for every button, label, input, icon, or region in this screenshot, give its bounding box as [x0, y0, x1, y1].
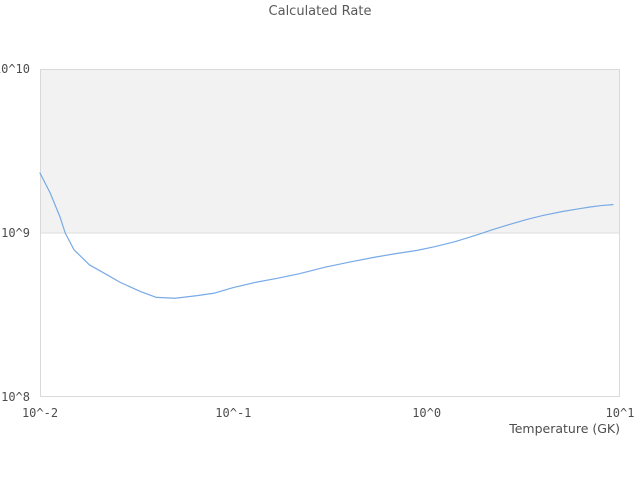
x-tick-label: 10^-1: [215, 406, 252, 420]
y-tick-label: 10^9: [1, 226, 30, 240]
y-tick-label: 10^8: [1, 390, 30, 404]
plot-border: [40, 69, 620, 397]
x-tick-label: 10^0: [412, 406, 442, 420]
x-tick-label: 10^1: [605, 406, 635, 420]
chart-title: Calculated Rate: [268, 4, 372, 19]
y-grid-band: [40, 69, 620, 233]
rate-curve: [39, 172, 614, 299]
x-tick-label: 10^-2: [21, 406, 59, 420]
x-axis-label: Temperature (GK): [509, 421, 620, 436]
y-tick-label: 10^10: [0, 62, 30, 76]
